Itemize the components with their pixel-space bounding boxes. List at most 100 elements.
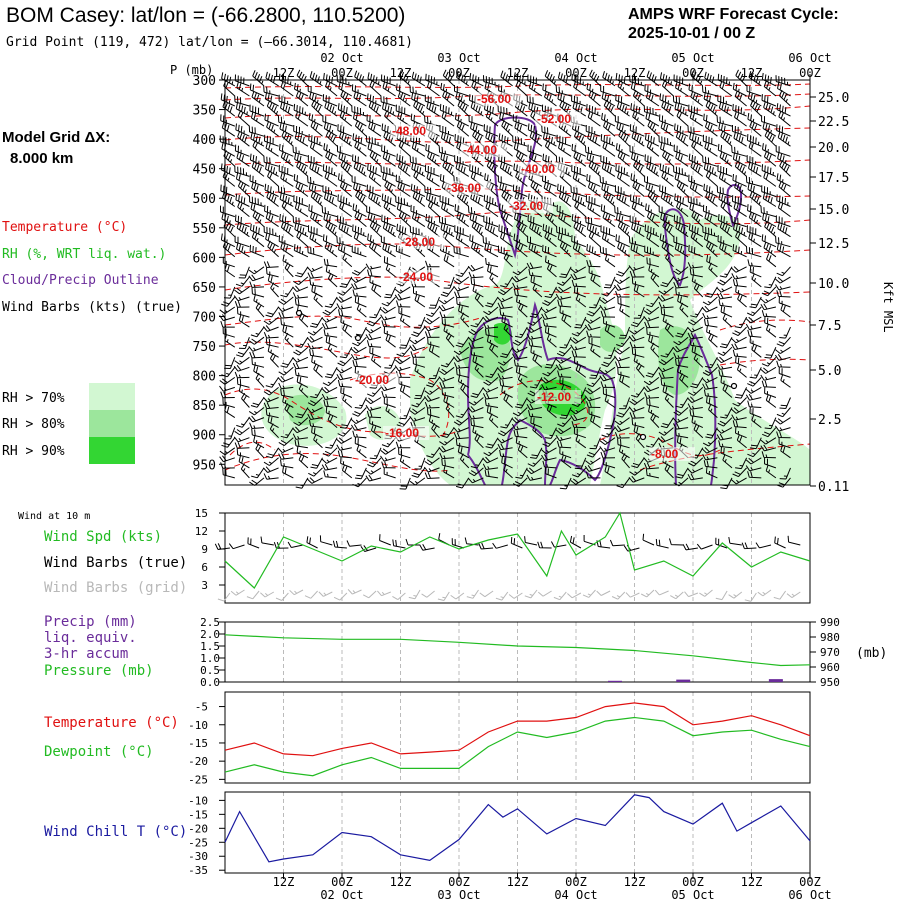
wind-barb [717, 94, 733, 107]
wind-barb [706, 255, 718, 268]
wind-barb [278, 164, 294, 177]
wind-barb [614, 417, 630, 426]
wind-barb [499, 379, 513, 388]
wind-barb [424, 401, 440, 409]
wind-barb [234, 442, 250, 449]
wind-barb [467, 336, 484, 343]
wind-barb [366, 184, 382, 197]
wind-barb [716, 433, 733, 441]
wind-barb [664, 322, 674, 338]
wind-barb [543, 181, 557, 197]
wind-barb [284, 262, 294, 278]
wind-barb [650, 272, 660, 288]
wind-barb [629, 215, 645, 228]
wind-barb [705, 100, 718, 117]
wind-barb [467, 406, 484, 413]
wind-barb [362, 590, 377, 599]
wind-barb [342, 393, 353, 408]
wind-barb [399, 454, 411, 469]
wind-barb [615, 143, 630, 157]
pressure-tick-label: 600 [193, 251, 216, 266]
temperature-contour [224, 388, 381, 433]
wind-barb [411, 467, 426, 478]
wind-barb [662, 314, 674, 328]
wind-barb [526, 474, 543, 481]
wind-barb [599, 366, 616, 375]
wind-barb [748, 141, 762, 157]
wind-barb [660, 378, 674, 388]
wind-barb [322, 306, 338, 316]
wind-barb [733, 202, 747, 218]
wind-barb [264, 113, 279, 127]
wind-barb [497, 356, 513, 366]
wind-barb [556, 276, 572, 286]
wind-barb [414, 293, 426, 308]
wind-barb [379, 534, 391, 546]
wind-barb [732, 279, 747, 288]
wind-barb [675, 221, 689, 238]
wind-barb [546, 333, 557, 348]
wind-barb [702, 225, 718, 238]
wind-barb [657, 366, 674, 373]
wind-barb [281, 200, 294, 217]
wind-barb [385, 333, 396, 348]
wind-barb [411, 211, 426, 228]
wind-barb [722, 454, 733, 469]
wind-barb [779, 467, 791, 480]
wind-barb [687, 195, 703, 207]
wind-barb [441, 388, 455, 398]
wind-barb [517, 443, 528, 459]
pressure-tick-label: 500 [193, 192, 216, 207]
wind-barb [615, 164, 630, 177]
wind-barb [603, 276, 616, 289]
wind-barb [470, 192, 484, 207]
wind-barb [628, 265, 645, 271]
wind-barb [614, 185, 630, 197]
wind-barb [346, 540, 362, 547]
pressure-tick-label: 300 [193, 74, 216, 89]
height-axis-title: Kft MSL [881, 282, 895, 333]
wind-barb [409, 336, 426, 345]
wind-barb [590, 344, 601, 358]
wind-barb [604, 347, 616, 359]
wind-barb [735, 356, 747, 368]
wind-barb [495, 591, 509, 601]
bottom-time-tick-label: 00Z [331, 875, 353, 889]
wind-barb [762, 143, 777, 157]
legend-rh90-label: RH > 90% [2, 444, 65, 459]
wind-barb [615, 290, 630, 298]
wind-barb [396, 83, 411, 97]
height-tick-label: 10.0 [818, 277, 849, 292]
wind-barb [526, 403, 542, 411]
wind-barb [718, 172, 733, 187]
upper-axes: 3003504004505005506006507007508008509009… [193, 51, 850, 495]
wind-barb [690, 90, 704, 107]
wind-barb [745, 323, 762, 331]
wind-barb [717, 164, 733, 177]
wind-barb [455, 232, 470, 248]
wind-barb [603, 120, 616, 137]
wind-barb [360, 545, 377, 552]
wind-barb [541, 125, 557, 137]
wind-barb [735, 457, 748, 470]
wind-barb [776, 194, 791, 207]
wind-barb [673, 281, 689, 289]
wind-barb [703, 92, 718, 107]
wind-barb [757, 589, 772, 597]
wind-barb [249, 351, 265, 359]
wind-barb [277, 306, 294, 312]
wind-barb [746, 306, 762, 317]
wind-barb [440, 132, 455, 147]
wind-barb [675, 358, 689, 368]
wind-barb [701, 447, 718, 454]
wind-barb [585, 386, 601, 395]
wind-barb [780, 374, 791, 388]
wind-barb [263, 316, 279, 325]
wind-barb [776, 243, 791, 258]
wind-barb [323, 192, 338, 207]
wind-barb [427, 200, 440, 217]
wind-barb [764, 276, 777, 289]
wind-barb [701, 305, 718, 313]
wind-barb [731, 336, 747, 344]
wind-barb [662, 150, 674, 167]
